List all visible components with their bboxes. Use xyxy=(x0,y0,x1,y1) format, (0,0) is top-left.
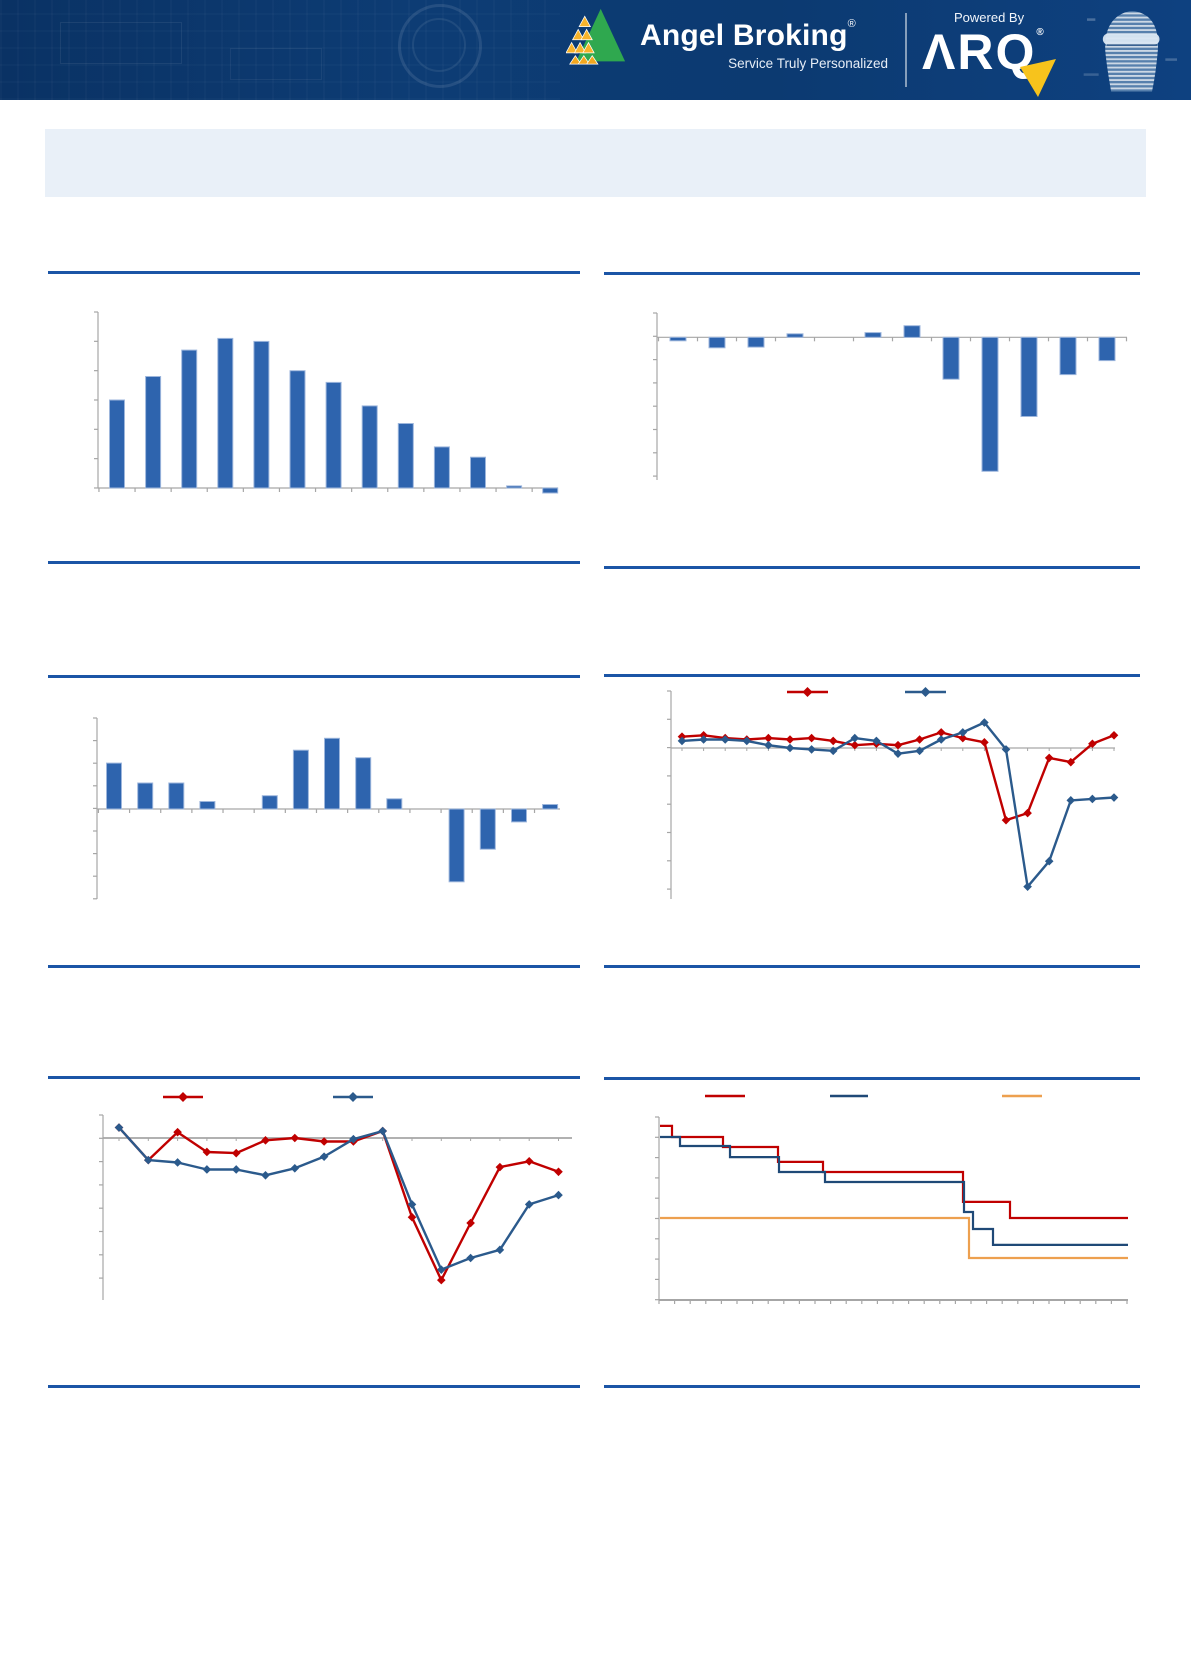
section-rule xyxy=(48,1385,580,1388)
section-rule xyxy=(604,965,1140,968)
section-rule xyxy=(48,1076,580,1079)
brand-text-block: Angel Broking® Service Truly Personalize… xyxy=(640,18,888,71)
header-divider xyxy=(905,13,907,87)
bottom-right-step-chart xyxy=(655,1094,1128,1304)
registered-mark: ® xyxy=(847,18,856,30)
robot-visor xyxy=(1102,33,1160,45)
top-left-bar-chart xyxy=(94,311,559,494)
section-rule xyxy=(48,271,580,274)
middle-right-line-chart xyxy=(667,687,1119,899)
section-rule xyxy=(48,561,580,564)
bottom-left-line-chart xyxy=(99,1092,572,1300)
section-rule xyxy=(48,675,580,678)
robot-head-graphic xyxy=(1083,11,1177,92)
header-chip-decoration xyxy=(60,22,182,64)
section-rule xyxy=(604,566,1140,569)
arq-logo: ΛRQ® xyxy=(922,27,1056,97)
arq-logo-block: Powered By ΛRQ® xyxy=(922,10,1056,97)
arq-lightning-icon xyxy=(1020,59,1056,97)
header-ring-decoration-inner xyxy=(412,18,466,72)
brand-tagline: Service Truly Personalized xyxy=(728,56,888,71)
section-rule xyxy=(604,674,1140,677)
section-rule xyxy=(48,965,580,968)
section-rule xyxy=(604,1077,1140,1080)
powered-by-label: Powered By xyxy=(954,10,1025,25)
top-right-bar-chart xyxy=(653,312,1128,480)
section-rule xyxy=(604,1385,1140,1388)
brand-name: Angel Broking® xyxy=(640,18,856,52)
header-chip-decoration-2 xyxy=(230,48,322,80)
page-header: Angel Broking® Service Truly Personalize… xyxy=(0,0,1191,100)
summary-banner xyxy=(45,129,1146,197)
header-ring-decoration xyxy=(398,4,482,88)
arq-registered-mark: ® xyxy=(1036,27,1046,38)
section-rule xyxy=(604,272,1140,275)
middle-left-bar-chart xyxy=(93,717,560,900)
angel-broking-logo-icon xyxy=(566,8,626,65)
